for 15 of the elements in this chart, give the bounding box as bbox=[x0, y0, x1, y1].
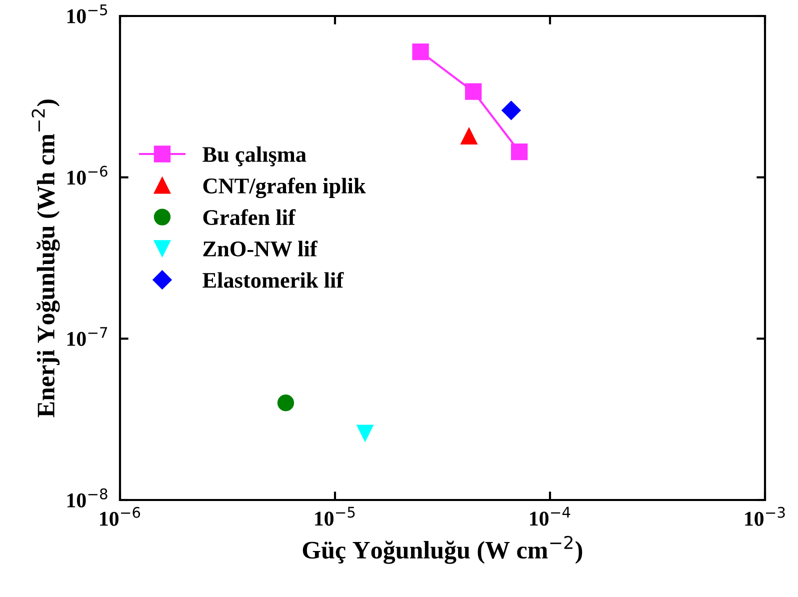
y-tick-label: 10$^{−7}$ bbox=[67, 327, 108, 346]
y-tick-label: 10$^{−6}$ bbox=[67, 166, 108, 185]
x-tick-label: 10$^{−5}$ bbox=[315, 506, 355, 526]
legend-label: Grafen lif bbox=[203, 209, 296, 226]
legend-label: ZnO-NW lif bbox=[203, 240, 318, 257]
y-axis-title: Enerji Yoğunluğu (Wh cm$^{−2}$) bbox=[32, 100, 60, 418]
legend-label: Bu çalışma bbox=[202, 146, 306, 166]
legend-label: Elastomerik lif bbox=[202, 272, 344, 288]
x-tick-label: 10$^{−3}$ bbox=[745, 506, 785, 526]
x-tick-label: 10$^{−6}$ bbox=[100, 506, 140, 526]
x-tick-label: 10$^{−4}$ bbox=[530, 506, 570, 526]
legend-label: CNT/grafen iplik bbox=[203, 178, 366, 198]
x-axis-title: Güç Yoğunluğu (W cm$^{−2}$) bbox=[302, 536, 582, 564]
y-tick-label: 10$^{−8}$ bbox=[67, 488, 108, 508]
y-tick-label: 10$^{−5}$ bbox=[67, 4, 108, 24]
